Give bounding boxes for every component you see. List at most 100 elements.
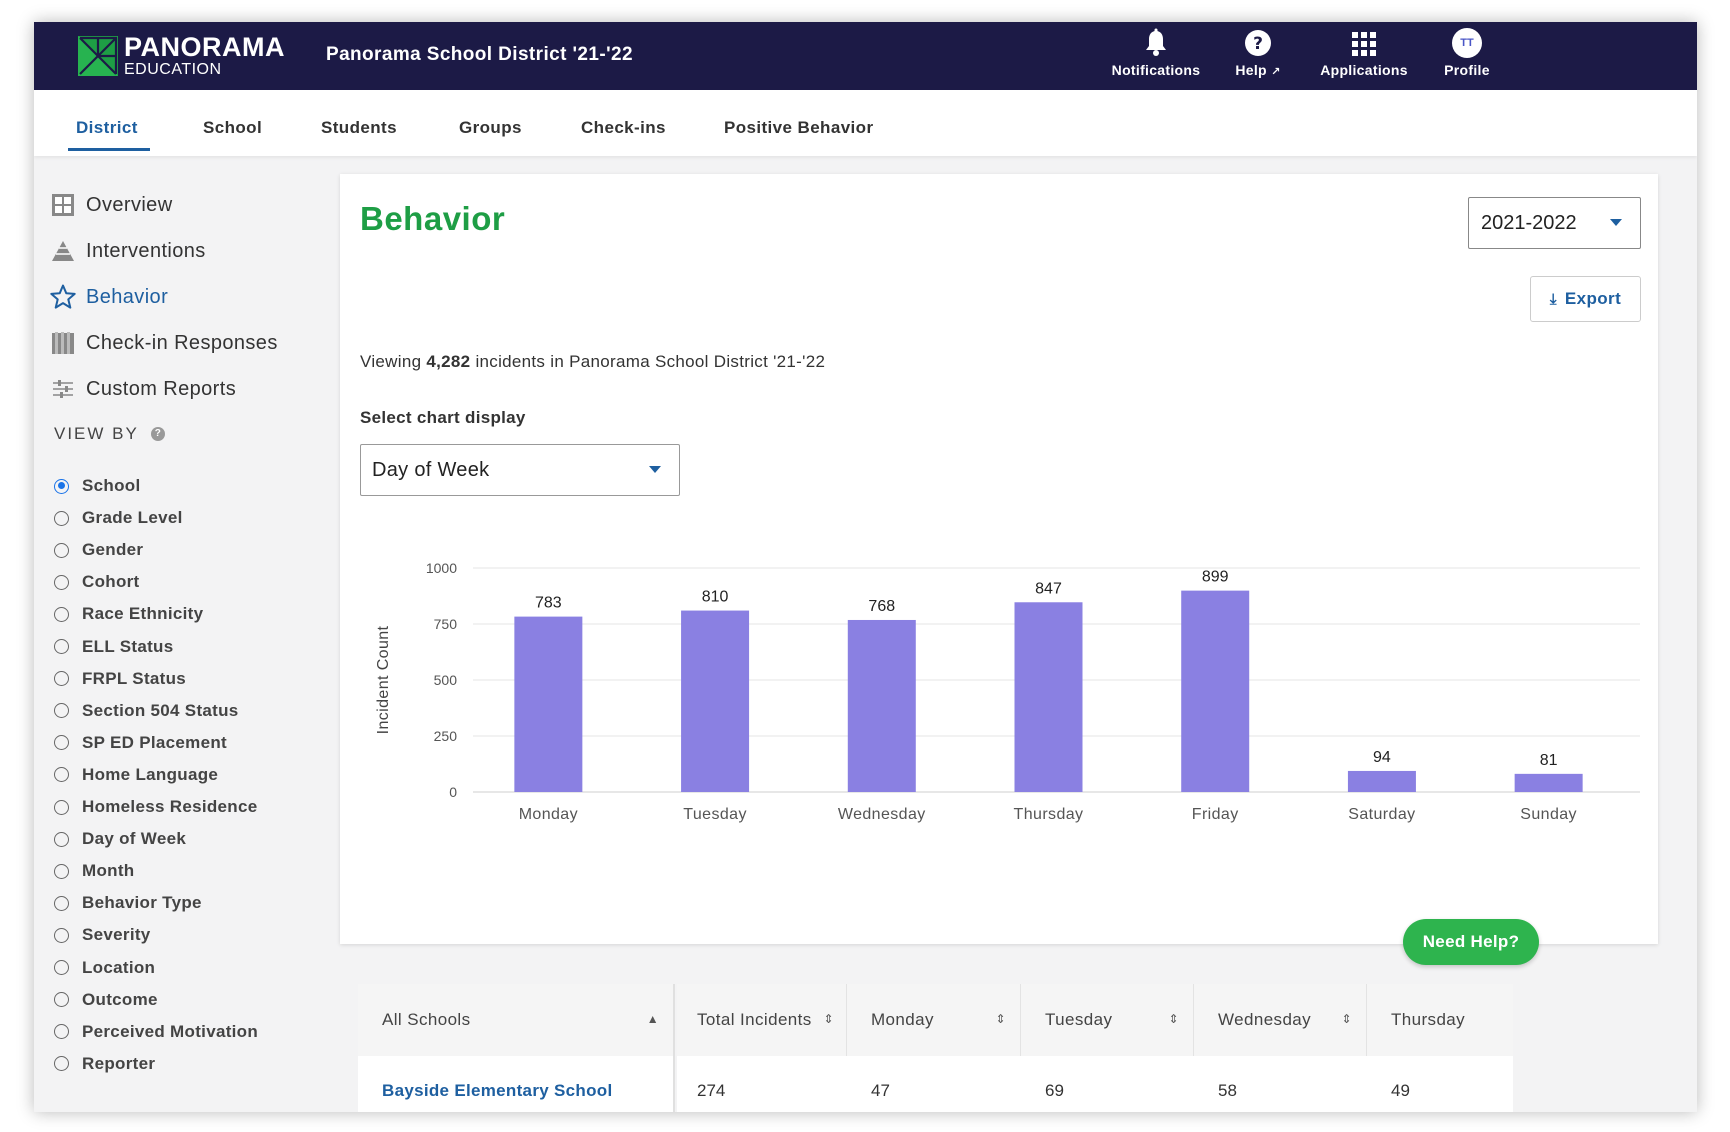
sidebar-item-overview[interactable]: Overview (50, 190, 173, 220)
radio-button[interactable] (54, 574, 69, 590)
sidebar-item-custom-reports[interactable]: Custom Reports (50, 374, 236, 404)
sort-icon: ⇕ (1341, 1012, 1352, 1026)
view-by-option-label: Gender (82, 540, 144, 560)
school-link[interactable]: Bayside Elementary School (382, 1081, 613, 1100)
radio-button[interactable] (54, 478, 69, 494)
y-tick-label: 250 (434, 728, 458, 744)
incidents-table: All Schools ▲ Total Incidents ⇕ Monday ⇕… (358, 984, 1658, 1112)
data-label: 899 (1202, 569, 1229, 586)
help-button[interactable]: ? Help ↗ (1228, 28, 1288, 88)
radio-button[interactable] (54, 863, 69, 879)
data-label: 783 (535, 595, 562, 612)
radio-button[interactable] (54, 799, 69, 815)
column-header-label: Tuesday (1045, 1010, 1113, 1029)
view-by-option-day-of-week[interactable]: Day of Week (54, 827, 186, 851)
behavior-card: Behavior 2021-2022 ⤓ Export Viewing 4,28… (340, 174, 1658, 944)
data-label: 847 (1035, 580, 1062, 597)
column-header-label: All Schools (382, 1010, 471, 1029)
view-by-option-label: Reporter (82, 1053, 156, 1073)
view-by-option-outcome[interactable]: Outcome (54, 988, 158, 1012)
applications-button[interactable]: Applications (1309, 28, 1419, 88)
view-by-option-label: ELL Status (82, 636, 174, 656)
column-header-wednesday[interactable]: Wednesday ⇕ (1194, 984, 1367, 1056)
radio-button[interactable] (54, 542, 69, 558)
tab-groups[interactable]: Groups (459, 118, 522, 137)
help-tooltip-icon[interactable]: ? (150, 427, 165, 441)
tab-check-ins[interactable]: Check-ins (581, 118, 666, 137)
chart-display-select[interactable]: Day of Week (360, 444, 680, 496)
view-by-option-home-language[interactable]: Home Language (54, 763, 218, 787)
avatar: TT (1452, 28, 1482, 58)
data-label: 81 (1540, 752, 1558, 769)
sidebar-item-behavior[interactable]: Behavior (50, 282, 168, 312)
view-by-option-label: Day of Week (82, 829, 187, 849)
view-by-option-label: Outcome (82, 989, 158, 1009)
data-label: 94 (1373, 749, 1391, 766)
view-by-option-ell-status[interactable]: ELL Status (54, 635, 173, 659)
tab-school[interactable]: School (203, 118, 263, 137)
view-by-option-grade-level[interactable]: Grade Level (54, 506, 183, 530)
view-by-option-severity[interactable]: Severity (54, 923, 151, 947)
radio-button[interactable] (54, 510, 69, 526)
view-by-option-label: Race Ethnicity (82, 604, 204, 624)
notifications-button[interactable]: Notifications (1106, 28, 1206, 88)
view-by-option-section-504-status[interactable]: Section 504 Status (54, 699, 239, 723)
radio-button[interactable] (54, 639, 69, 654)
view-by-option-sp-ed-placement[interactable]: SP ED Placement (54, 731, 227, 755)
sort-icon: ⇕ (1168, 1012, 1179, 1026)
sidebar-item-check-in-responses[interactable]: Check-in Responses (50, 328, 278, 358)
radio-button[interactable] (54, 671, 69, 687)
profile-button[interactable]: TT Profile (1434, 28, 1500, 88)
radio-button[interactable] (54, 606, 69, 622)
view-by-option-homeless-residence[interactable]: Homeless Residence (54, 795, 257, 819)
sidebar-item-label: Overview (86, 193, 173, 216)
radio-button[interactable] (54, 703, 69, 719)
column-header-label: Total Incidents (697, 1010, 812, 1029)
view-by-option-gender[interactable]: Gender (54, 538, 143, 562)
panorama-logo[interactable]: PANORAMA EDUCATION (78, 34, 285, 78)
view-by-option-label: Severity (82, 925, 151, 945)
column-header-total-incidents[interactable]: Total Incidents ⇕ (677, 984, 847, 1056)
export-button[interactable]: ⤓ Export (1530, 276, 1641, 322)
radio-button[interactable] (54, 767, 69, 783)
view-by-option-label: SP ED Placement (82, 732, 227, 752)
y-tick-label: 1000 (426, 560, 457, 576)
view-by-option-school[interactable]: School (54, 474, 140, 498)
radio-button[interactable] (54, 1056, 69, 1072)
viewing-suffix: incidents in Panorama School District '2… (475, 352, 826, 371)
tab-students[interactable]: Students (321, 118, 397, 137)
column-header-tuesday[interactable]: Tuesday ⇕ (1021, 984, 1194, 1056)
radio-button[interactable] (54, 735, 69, 751)
radio-button[interactable] (54, 927, 69, 943)
view-by-option-month[interactable]: Month (54, 859, 134, 883)
view-by-option-label: School (82, 476, 141, 495)
need-help-button[interactable]: Need Help? (1403, 919, 1539, 965)
view-by-option-label: Cohort (82, 572, 140, 592)
view-by-option-perceived-motivation[interactable]: Perceived Motivation (54, 1020, 258, 1044)
x-tick-label: Monday (519, 806, 578, 823)
x-tick-label: Friday (1192, 806, 1239, 823)
radio-button[interactable] (54, 1024, 69, 1040)
bell-icon (1146, 28, 1166, 56)
tab-positive-behavior[interactable]: Positive Behavior (724, 118, 874, 137)
view-by-option-behavior-type[interactable]: Behavior Type (54, 891, 202, 915)
radio-button[interactable] (54, 992, 69, 1008)
sidebar-item-interventions[interactable]: Interventions (50, 236, 206, 266)
view-by-option-race-ethnicity[interactable]: Race Ethnicity (54, 602, 203, 626)
tab-district[interactable]: District (68, 118, 150, 151)
view-by-option-cohort[interactable]: Cohort (54, 570, 140, 594)
radio-button[interactable] (54, 895, 69, 911)
table-row-school-cell[interactable]: Bayside Elementary School (358, 1056, 675, 1112)
y-tick-label: 750 (434, 616, 458, 632)
column-header-label: Wednesday (1218, 1010, 1312, 1029)
year-select[interactable]: 2021-2022 (1468, 197, 1641, 249)
radio-button[interactable] (54, 831, 69, 847)
column-header-all-schools[interactable]: All Schools ▲ (358, 984, 675, 1056)
view-by-option-location[interactable]: Location (54, 956, 155, 980)
view-by-option-frpl-status[interactable]: FRPL Status (54, 667, 186, 691)
column-header-thursday[interactable]: Thursday (1367, 984, 1513, 1056)
bar-wednesday (847, 619, 916, 792)
column-header-monday[interactable]: Monday ⇕ (847, 984, 1021, 1056)
view-by-option-reporter[interactable]: Reporter (54, 1052, 155, 1076)
radio-button[interactable] (54, 960, 69, 975)
